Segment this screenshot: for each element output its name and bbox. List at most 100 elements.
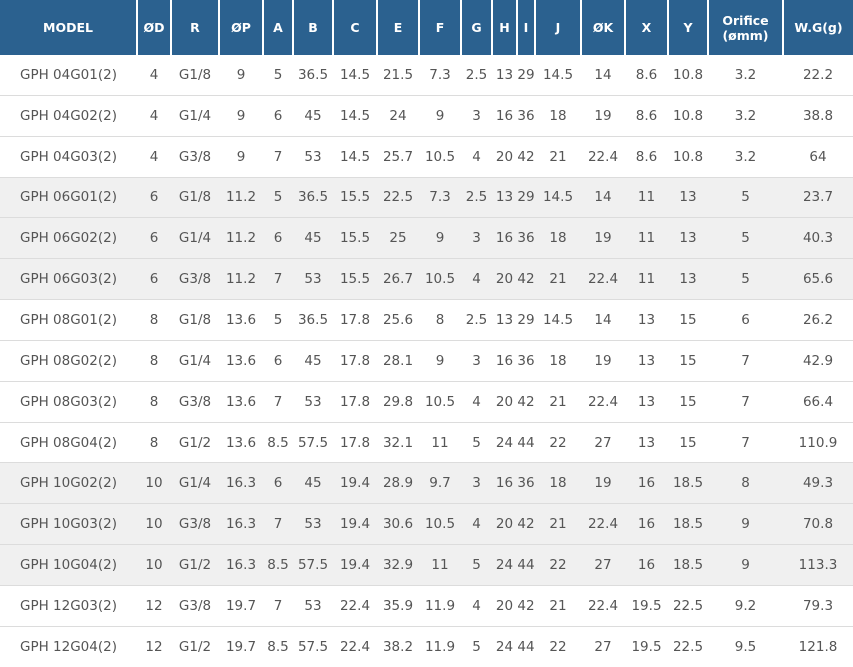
value-cell: 2.5 xyxy=(461,299,492,341)
col-header-a: A xyxy=(262,0,293,55)
value-cell: 19.5 xyxy=(625,625,668,667)
value-cell: 8.6 xyxy=(625,55,668,96)
value-cell: 14 xyxy=(581,299,625,341)
value-cell: 8.5 xyxy=(263,625,293,667)
value-cell: 42 xyxy=(517,380,535,423)
value-cell: 18 xyxy=(535,339,581,382)
value-cell: 5 xyxy=(263,176,293,218)
table-header: MODEL ØD R ØP A B C E F G H I J ØK X Y O… xyxy=(0,0,853,55)
value-cell: 5 xyxy=(708,258,783,300)
value-cell: 9 xyxy=(219,55,263,96)
value-cell: 13 xyxy=(625,299,668,341)
value-cell: 15.5 xyxy=(333,258,377,300)
value-cell: 7 xyxy=(708,339,783,382)
value-cell: 13.6 xyxy=(219,380,263,423)
col-header-ok: ØK xyxy=(580,0,625,55)
value-cell: 19.5 xyxy=(625,584,668,627)
col-header-model: MODEL xyxy=(0,0,137,55)
value-cell: 6 xyxy=(263,217,293,259)
value-cell: 19.7 xyxy=(219,584,263,627)
value-cell: 5 xyxy=(461,625,492,667)
value-cell: G1/4 xyxy=(171,339,219,382)
table-row: GPH 06G02(2) 6 G1/4 11.2 6 45 15.5 25 9 3 16 36 18 19… xyxy=(0,217,853,259)
value-cell: 3.2 xyxy=(708,55,783,96)
value-cell: 16.3 xyxy=(219,462,263,504)
value-cell: 10.8 xyxy=(668,135,708,178)
value-cell: 18.5 xyxy=(668,462,708,504)
value-cell: 57.5 xyxy=(293,421,333,463)
value-cell: 24 xyxy=(492,625,517,667)
value-cell: 8 xyxy=(137,380,171,423)
value-cell: 6 xyxy=(137,176,171,218)
value-cell: 13 xyxy=(668,258,708,300)
value-cell: 13 xyxy=(625,421,668,463)
value-cell: 11 xyxy=(625,217,668,259)
value-cell: 29 xyxy=(517,55,535,96)
value-cell: 36 xyxy=(517,339,535,382)
value-cell: 15 xyxy=(668,299,708,341)
value-cell: 7 xyxy=(263,584,293,627)
value-cell: 22.4 xyxy=(581,135,625,178)
value-cell: 21 xyxy=(535,380,581,423)
value-cell: 9.7 xyxy=(419,462,461,504)
value-cell: G3/8 xyxy=(171,584,219,627)
value-cell: 14.5 xyxy=(333,135,377,178)
value-cell: 6 xyxy=(263,339,293,382)
value-cell: 14.5 xyxy=(535,299,581,341)
value-cell: 5 xyxy=(461,421,492,463)
value-cell: 20 xyxy=(492,135,517,178)
value-cell: 26.7 xyxy=(377,258,419,300)
value-cell: 8.6 xyxy=(625,135,668,178)
value-cell: 4 xyxy=(461,503,492,545)
value-cell: G1/2 xyxy=(171,421,219,463)
value-cell: 22.2 xyxy=(783,55,853,96)
value-cell: 9 xyxy=(419,217,461,259)
value-cell: G1/8 xyxy=(171,55,219,96)
value-cell: 8 xyxy=(708,462,783,504)
table-row: GPH 06G03(2) 6 G3/8 11.2 7 53 15.5 26.7 10.5 4 20 4… xyxy=(0,258,853,300)
value-cell: 7 xyxy=(708,380,783,423)
value-cell: 7 xyxy=(263,258,293,300)
col-header-g: G xyxy=(460,0,492,55)
value-cell: 9 xyxy=(708,544,783,586)
header-row: MODEL ØD R ØP A B C E F G H I J ØK X Y O… xyxy=(0,0,853,55)
value-cell: G3/8 xyxy=(171,258,219,300)
value-cell: 18 xyxy=(535,217,581,259)
col-header-i: I xyxy=(516,0,535,55)
value-cell: 121.8 xyxy=(783,625,853,667)
value-cell: 11.2 xyxy=(219,258,263,300)
value-cell: G1/4 xyxy=(171,94,219,137)
value-cell: 16 xyxy=(492,339,517,382)
value-cell: 18.5 xyxy=(668,544,708,586)
value-cell: 20 xyxy=(492,380,517,423)
value-cell: 19 xyxy=(581,462,625,504)
table-row: GPH 12G04(2) 12 G1/2 19.7 8.5 57.5 22.4 38.2 11.… xyxy=(0,625,853,667)
value-cell: 3 xyxy=(461,462,492,504)
value-cell: G1/4 xyxy=(171,217,219,259)
value-cell: 14 xyxy=(581,55,625,96)
value-cell: 53 xyxy=(293,258,333,300)
value-cell: 22.4 xyxy=(581,380,625,423)
value-cell: 5 xyxy=(708,217,783,259)
value-cell: 27 xyxy=(581,421,625,463)
value-cell: 8.6 xyxy=(625,94,668,137)
value-cell: 18.5 xyxy=(668,503,708,545)
value-cell: 22.4 xyxy=(581,503,625,545)
value-cell: 110.9 xyxy=(783,421,853,463)
value-cell: 14.5 xyxy=(333,55,377,96)
value-cell: 5 xyxy=(263,299,293,341)
value-cell: 7.3 xyxy=(419,176,461,218)
value-cell: 6 xyxy=(137,217,171,259)
model-cell: GPH 08G03(2) xyxy=(0,380,137,423)
value-cell: 15.5 xyxy=(333,176,377,218)
model-cell: GPH 08G04(2) xyxy=(0,421,137,463)
value-cell: 21 xyxy=(535,258,581,300)
value-cell: 7 xyxy=(263,380,293,423)
value-cell: 4 xyxy=(137,135,171,178)
col-header-y: Y xyxy=(667,0,708,55)
value-cell: 4 xyxy=(461,258,492,300)
col-header-op: ØP xyxy=(218,0,263,55)
value-cell: 9.5 xyxy=(708,625,783,667)
value-cell: 7 xyxy=(263,135,293,178)
value-cell: 9 xyxy=(219,135,263,178)
